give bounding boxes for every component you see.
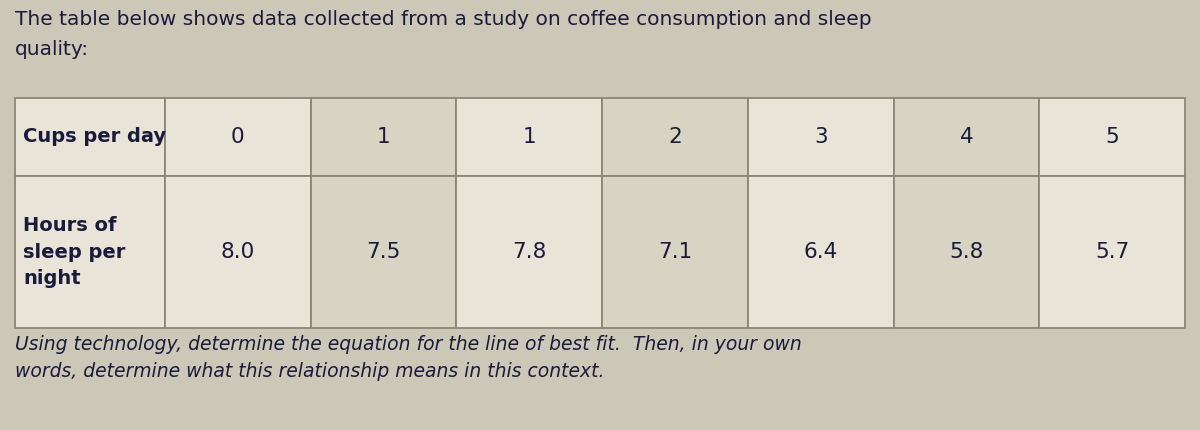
Text: 6.4: 6.4 (804, 242, 838, 262)
Bar (748, 98, 894, 176)
Text: 1: 1 (377, 127, 390, 147)
Bar (894, 176, 1039, 328)
Text: 3: 3 (814, 127, 828, 147)
Text: The table below shows data collected from a study on coffee consumption and slee: The table below shows data collected fro… (14, 10, 871, 29)
Text: 4: 4 (960, 127, 973, 147)
Bar (166, 98, 311, 176)
Bar (14, 98, 166, 176)
Text: 1: 1 (522, 127, 536, 147)
Text: 2: 2 (668, 127, 682, 147)
Text: 7.1: 7.1 (658, 242, 692, 262)
Bar (1039, 176, 1186, 328)
Bar (456, 98, 602, 176)
Text: 5: 5 (1105, 127, 1120, 147)
Text: 5.8: 5.8 (949, 242, 984, 262)
Bar (1039, 98, 1186, 176)
Bar (456, 176, 602, 328)
Text: Using technology, determine the equation for the line of best fit.  Then, in you: Using technology, determine the equation… (14, 335, 802, 354)
Text: Hours of
sleep per
night: Hours of sleep per night (23, 216, 125, 288)
Text: 5.7: 5.7 (1094, 242, 1129, 262)
Text: 7.8: 7.8 (512, 242, 546, 262)
Bar (311, 98, 456, 176)
Text: 8.0: 8.0 (221, 242, 254, 262)
Text: quality:: quality: (14, 40, 89, 59)
Bar (602, 176, 748, 328)
Text: Cups per day: Cups per day (23, 128, 166, 147)
Bar (602, 98, 748, 176)
Bar (748, 176, 894, 328)
Text: 0: 0 (232, 127, 245, 147)
Text: 7.5: 7.5 (366, 242, 401, 262)
Text: words, determine what this relationship means in this context.: words, determine what this relationship … (14, 362, 605, 381)
Bar (311, 176, 456, 328)
Bar (166, 176, 311, 328)
Bar (14, 176, 166, 328)
Bar (894, 98, 1039, 176)
